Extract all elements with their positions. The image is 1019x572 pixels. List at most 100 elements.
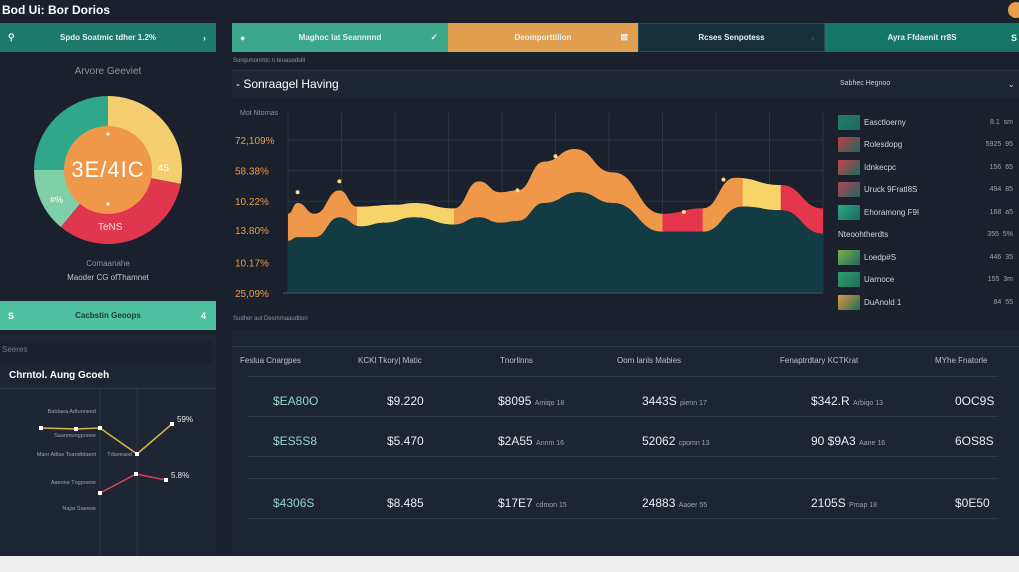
line-point[interactable] (98, 491, 102, 495)
list-item[interactable]: Idnkecpc 156 65 (838, 157, 1013, 177)
table-cell: $ES5S8 (273, 434, 318, 448)
table-cell: $8.485 (387, 496, 424, 510)
line-point[interactable] (74, 427, 78, 431)
left-chart-title: Chrntol. Aung Gcoeh (9, 370, 110, 381)
data-marker[interactable] (515, 188, 520, 193)
donut-hole (64, 126, 152, 214)
y-tick-label: 13.80% (235, 226, 269, 237)
line-point[interactable] (98, 426, 102, 430)
y-tick-label: 10.17% (235, 258, 269, 269)
line-point[interactable] (134, 472, 138, 476)
column-header[interactable]: Tnorlinns (500, 356, 533, 365)
y-tick-label: 72,109% (235, 136, 275, 147)
thumbnail-icon (838, 294, 860, 310)
left-chart-panel (0, 335, 216, 556)
left-panel-header[interactable]: S Cacbstin Geoops 4 (0, 301, 216, 330)
list-item[interactable]: Uruck 9Fratl8S 494 85 (838, 180, 1013, 200)
table-cell: 0OC9S (955, 394, 995, 408)
table-cell: 3443S pienn 17 (642, 394, 707, 408)
divider (0, 388, 216, 389)
line-end-label: 59% (177, 415, 193, 424)
list-item-value: 446 35 (989, 253, 1013, 261)
tab-label: Spdo Soatmic tdher 1.2% (59, 33, 157, 42)
divider (232, 346, 1019, 347)
data-marker[interactable] (721, 177, 726, 182)
donut-dot (106, 202, 110, 206)
list-item-value: 168 a5 (989, 208, 1013, 216)
line-point[interactable] (135, 452, 139, 456)
left-line-chart: 59% 5.8% Batdaea Adtuoneed Saanmungpoeee Mao… (37, 389, 193, 555)
table-cell: 2105S Pmap 18 (811, 496, 878, 510)
list-item[interactable]: Easctloerny 8.1 sm (838, 112, 1013, 132)
donut-label-green: #% (50, 195, 64, 205)
column-header[interactable]: Fenaptrdtary KCTKrat (780, 356, 859, 365)
line-chart-label: Batdaea Adtuoneed (48, 409, 96, 415)
line-series (99, 473, 167, 494)
table-cell: $342.R Arbiqo 13 (811, 394, 884, 408)
list-item-label: Rolesdopg (864, 140, 903, 149)
area-chart: Mot Ntornas 72,109% 58.38% 10.22% 13.80% 10.1… (235, 110, 824, 300)
list-item[interactable]: Ehoramong F9I 168 a5 (838, 202, 1013, 222)
list-item-label: Loedp#S (864, 252, 897, 262)
list-item-label: DuAnold 1 (864, 297, 902, 307)
area-band-segment (288, 203, 316, 241)
list-item-label: Uruck 9Fratl8S (864, 185, 918, 194)
data-marker[interactable] (681, 210, 686, 214)
search-input[interactable]: Seeres (0, 341, 212, 365)
line-chart-label: Najar Saeeoe (62, 506, 96, 512)
list-item[interactable]: DuAnold 1 84 55 (838, 292, 1013, 312)
area-band-segment (357, 203, 455, 227)
list-item-value: 84 55 (993, 298, 1013, 306)
table-cell: $8095 Amiqo 18 (498, 394, 565, 408)
tab-label: Maghoc lat Seannnnd (298, 33, 382, 42)
tab-maghoc[interactable]: ● Maghoc lat Seannnnd ✓ (232, 23, 448, 52)
list-item-label: Easctloerny (864, 117, 906, 127)
line-point[interactable] (170, 422, 174, 426)
list-item[interactable]: Loedp#S 446 35 (838, 247, 1013, 267)
footer-bar (0, 556, 1019, 572)
line-point[interactable] (39, 426, 43, 430)
column-header[interactable]: MYhe Fnatorle (935, 356, 988, 365)
list-item-value: 155 3m (987, 276, 1013, 283)
y-tick-label: 10.22% (235, 197, 269, 208)
tab-deomporttilion[interactable]: Deomporttilion ⊠ (448, 23, 638, 52)
area-band-segment (702, 177, 744, 232)
list-item-label: Nteoohtherdts (838, 230, 889, 239)
line-end-label: 5.8% (171, 471, 189, 480)
table-cell: $0E50 (955, 496, 990, 510)
row-divider (248, 518, 998, 519)
thumbnail-icon (838, 249, 860, 265)
thumbnail-icon (838, 137, 860, 152)
list-item-label: Ehoramong F9I (864, 207, 920, 217)
data-marker[interactable] (295, 190, 300, 195)
line-series (40, 423, 173, 455)
list-item[interactable]: Uarnoce 155 3m (838, 270, 1013, 290)
line-point[interactable] (164, 478, 168, 482)
chevron-right-icon: › (811, 32, 814, 43)
data-marker[interactable] (337, 179, 342, 184)
tab-ayra[interactable]: Ayra Ffdaenit rr8S S (825, 23, 1019, 52)
donut-dot (106, 132, 110, 136)
list-item-label: Uarnoce (864, 275, 895, 284)
table-cell: $9.220 (387, 394, 424, 408)
column-header[interactable]: KCKl Tkory| Matic (358, 356, 422, 365)
column-header[interactable]: Oom lanls Mabies (617, 356, 682, 365)
list-item[interactable]: Rolesdopg 5925 95 (838, 135, 1013, 155)
data-marker[interactable] (553, 154, 558, 159)
filter-dropdown[interactable]: Sabhec Hegnoo ⌄ (840, 79, 1015, 89)
column-header[interactable]: Feslua Cnargpes (240, 356, 301, 365)
user-avatar[interactable] (1008, 2, 1019, 18)
list-item[interactable]: Nteoohtherdts 355 5% (838, 225, 1013, 245)
area-band-segment (499, 149, 663, 232)
table-cell: $4306S (273, 496, 315, 510)
y-tick-label: 58.38% (235, 167, 269, 178)
area-band-segment (314, 190, 358, 238)
list-item-value: 8.1 sm (990, 118, 1013, 126)
list-item-value: 494 85 (989, 186, 1013, 193)
chevron-right-icon: › (203, 32, 206, 43)
donut-title: Arvore Geeviet (74, 66, 142, 77)
tab-spdo[interactable]: ⚲ Spdo Soatmic tdher 1.2% › (0, 23, 216, 52)
tab-rcses[interactable]: Rcses Senpotess › (638, 23, 825, 52)
thumbnail-icon (838, 182, 860, 197)
area-base (288, 192, 823, 293)
